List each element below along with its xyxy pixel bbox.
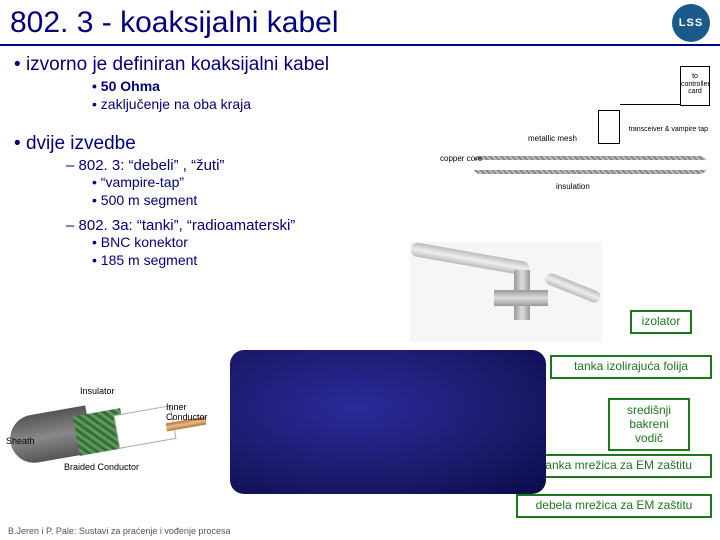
footer-credit: B.Jeren i P. Pale: Sustavi za praćenje i… [8, 526, 230, 536]
bullet-8023a-thin: 802. 3a: “tanki”, “radioamaterski” [66, 217, 720, 234]
callout-thick-mesh: debela mrežica za EM zaštitu [516, 494, 712, 518]
vampire-tap-diagram: to controller card metallic mesh copper … [436, 62, 714, 200]
callout-izolator: izolator [630, 310, 692, 334]
label-sheath: Sheath [6, 436, 35, 446]
controller-card-box: to controller card [680, 66, 710, 106]
label-transceiver: transceiver & vampire tap [629, 126, 708, 133]
label-insulation: insulation [556, 182, 590, 191]
label-inner: Inner Conductor [166, 402, 228, 422]
coax-cutaway-diagram: Insulator Sheath Braided Conductor Inner… [4, 370, 228, 478]
bullet-185m: 185 m segment [92, 252, 720, 270]
callout-core: središnji bakreni vodič [608, 398, 690, 451]
bullet-bnc: BNC konektor [92, 234, 720, 252]
page-title: 802. 3 - koaksijalni kabel [10, 6, 339, 40]
callout-thin-mesh: tanka mrežica za EM zaštitu [522, 454, 712, 478]
callout-thin-foil: tanka izolirajuća folija [550, 355, 712, 379]
bnc-connector-diagram [410, 242, 602, 342]
label-insulator: Insulator [80, 386, 115, 396]
lss-logo: LSS [672, 4, 710, 42]
label-braided: Braided Conductor [64, 462, 139, 472]
label-copper-core: copper core [440, 154, 482, 163]
coax-photo [230, 350, 546, 494]
label-metallic-mesh: metallic mesh [528, 134, 577, 143]
